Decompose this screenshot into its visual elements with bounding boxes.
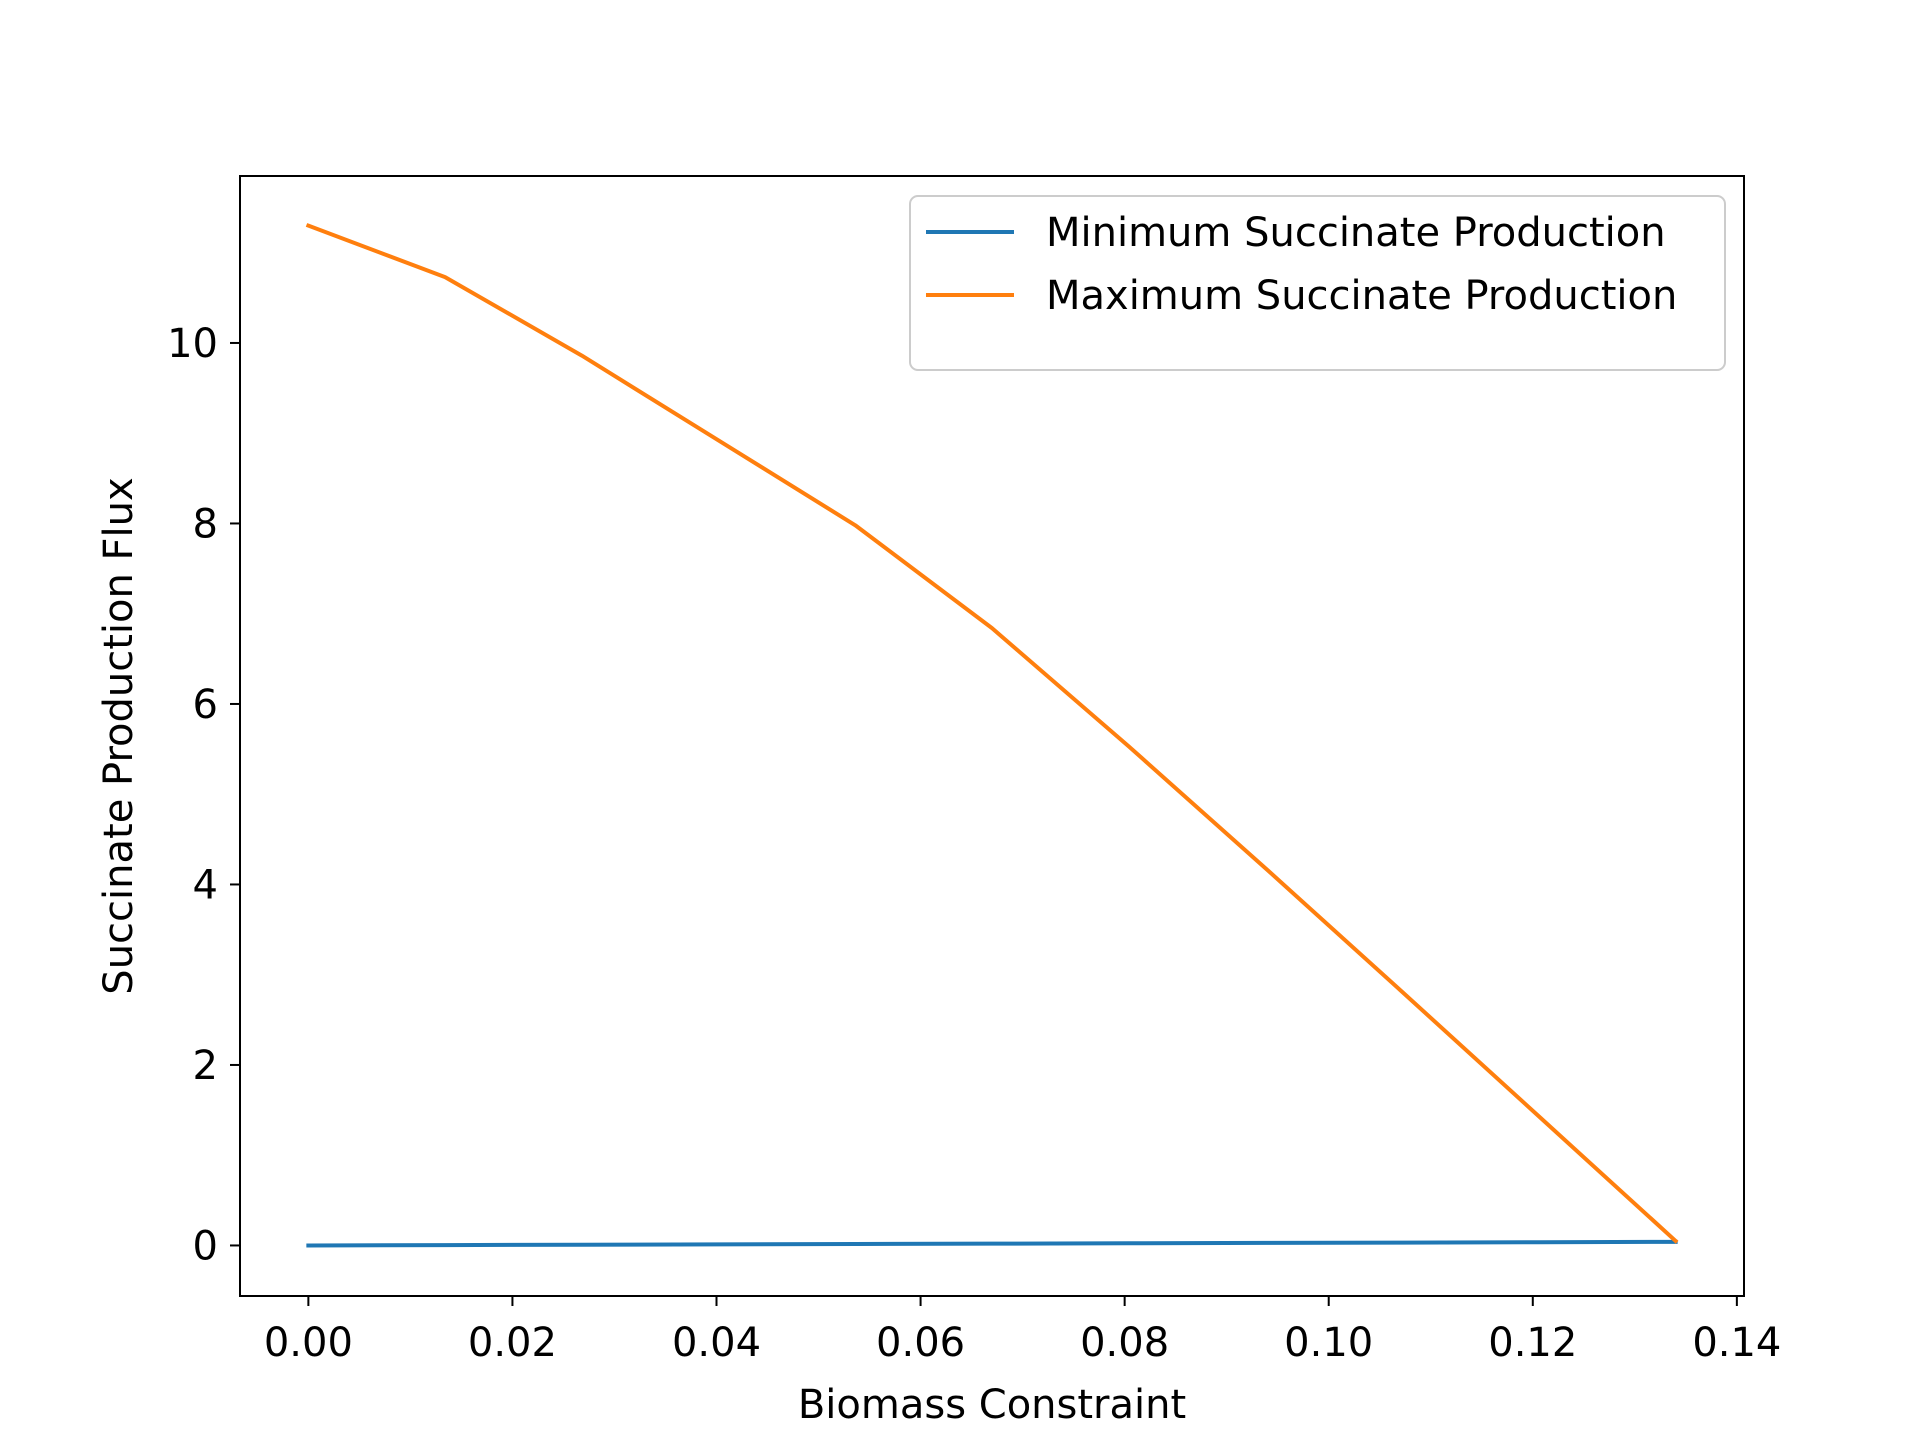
x-tick-label: 0.00	[264, 1320, 353, 1366]
x-tick-label: 0.10	[1284, 1320, 1373, 1366]
series-line-maximum	[305, 223, 1679, 1244]
x-tick-label: 0.02	[468, 1320, 557, 1366]
x-tick-label: 0.14	[1692, 1320, 1781, 1366]
y-tick-label: 4	[193, 862, 218, 908]
x-tick-label: 0.04	[672, 1320, 761, 1366]
x-tick-label: 0.08	[1080, 1320, 1169, 1366]
series-layer	[305, 223, 1679, 1248]
plot-frame	[239, 175, 1745, 1297]
y-tick-label: 0	[193, 1223, 218, 1269]
legend-label-maximum: Maximum Succinate Production	[1046, 273, 1677, 319]
y-tick-label: 10	[167, 321, 218, 367]
y-axis-label: Succinate Production Flux	[96, 477, 142, 994]
y-tick-label: 8	[193, 501, 218, 547]
legend-box	[909, 195, 1726, 371]
x-tick-label: 0.12	[1488, 1320, 1577, 1366]
legend-label-minimum: Minimum Succinate Production	[1046, 210, 1666, 256]
x-axis: 0.00 0.02 0.04 0.06 0.08 0.10 0.12 0.14	[264, 1296, 1781, 1366]
x-tick-label: 0.06	[876, 1320, 965, 1366]
series-line-minimum	[306, 1239, 1678, 1248]
x-axis-label: Biomass Constraint	[798, 1382, 1186, 1428]
y-axis: 0 2 4 6 8 10	[167, 321, 240, 1269]
y-tick-label: 6	[193, 682, 218, 728]
legend: Minimum Succinate Production Maximum Suc…	[909, 195, 1726, 371]
y-tick-label: 2	[193, 1043, 218, 1089]
